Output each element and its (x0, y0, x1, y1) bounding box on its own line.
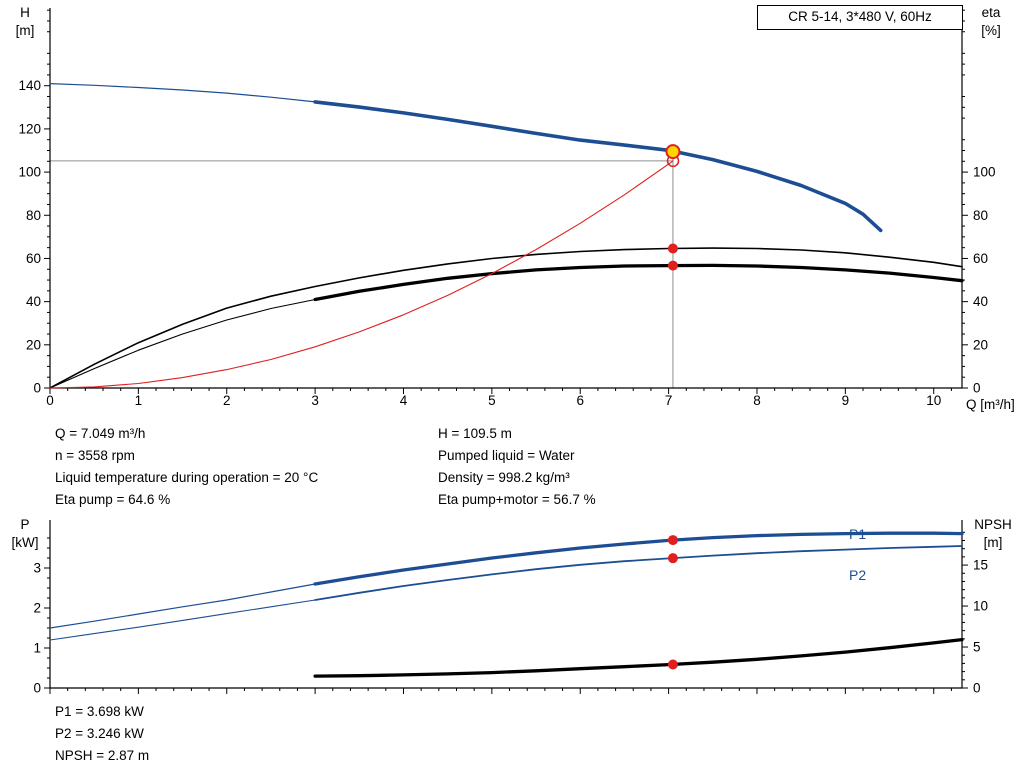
result-speed: n = 3558 rpm (55, 448, 135, 463)
p2-curve (314, 545, 963, 601)
svg-text:60: 60 (26, 251, 41, 266)
eta-pump-motor-curve (313, 263, 964, 302)
result-density: Density = 998.2 kg/m³ (438, 470, 570, 485)
svg-text:3: 3 (311, 393, 319, 408)
svg-text:120: 120 (18, 121, 41, 136)
p2-curve (49, 599, 316, 641)
axis-frame (49, 520, 963, 689)
eta-axis-symbol: eta (981, 5, 1001, 20)
svg-text:100: 100 (18, 165, 41, 180)
svg-text:0: 0 (973, 681, 981, 696)
p1-curve (49, 583, 316, 629)
duty-point-marker[interactable] (665, 144, 681, 160)
reduced-speed-curve-curve (49, 160, 674, 389)
axis-tick-labels: 0 1 2 3 0 5 10 15 (33, 558, 988, 696)
eta-axis-title: eta [%] (966, 4, 1016, 40)
result-p1: P1 = 3.698 kW (55, 704, 144, 719)
npsh-curve (313, 637, 964, 678)
axis-frame (49, 8, 963, 389)
p1-point-marker (667, 535, 678, 546)
pump-model-box: CR 5-14, 3*480 V, 60Hz (757, 5, 963, 30)
svg-text:7: 7 (665, 393, 673, 408)
svg-text:5: 5 (973, 640, 981, 655)
svg-text:10: 10 (926, 393, 941, 408)
npsh-point-marker (667, 659, 678, 670)
svg-text:9: 9 (842, 393, 850, 408)
q-axis-title: Q [m³/h] (966, 397, 1015, 412)
eta-pump-motor-point-marker (667, 260, 678, 271)
p1-curve-label: P1 (849, 526, 867, 542)
axis-ticks (44, 9, 968, 394)
eta-pump-point-marker (667, 243, 678, 254)
svg-text:0: 0 (33, 381, 41, 396)
result-liquid-temperature: Liquid temperature during operation = 20… (55, 470, 319, 485)
svg-text:2: 2 (33, 601, 41, 616)
result-eta-pump: Eta pump = 64.6 % (55, 492, 171, 507)
npsh-axis-unit: [m] (983, 535, 1003, 550)
svg-text:0: 0 (33, 681, 41, 696)
svg-text:140: 140 (18, 78, 41, 93)
svg-text:4: 4 (400, 393, 408, 408)
svg-text:2: 2 (223, 393, 231, 408)
svg-text:80: 80 (973, 208, 988, 223)
svg-text:10: 10 (973, 599, 988, 614)
result-flow: Q = 7.049 m³/h (55, 426, 146, 441)
svg-text:1: 1 (135, 393, 143, 408)
result-p2: P2 = 3.246 kW (55, 726, 144, 741)
npsh-axis-symbol: NPSH (974, 517, 1012, 532)
p2-point-marker (667, 553, 678, 564)
svg-text:20: 20 (973, 337, 988, 352)
p1-curve (313, 531, 964, 586)
svg-text:60: 60 (973, 251, 988, 266)
power-npsh-chart[interactable]: 0 1 2 3 0 5 10 15 (0, 518, 1024, 698)
axis-ticks (44, 531, 968, 694)
duty-results-right: H = 109.5 m Pumped liquid = Water Densit… (438, 423, 596, 511)
p-axis-title: P [kW] (2, 516, 48, 552)
p2-curve-label: P2 (849, 567, 867, 583)
svg-text:80: 80 (26, 208, 41, 223)
h-axis-title: H [m] (2, 4, 48, 40)
h-curve (313, 100, 883, 233)
h-curve (49, 83, 316, 103)
power-results: P1 = 3.698 kW P2 = 3.246 kW NPSH = 2.87 … (55, 701, 149, 767)
duty-crosshair (50, 151, 674, 388)
result-pumped-liquid: Pumped liquid = Water (438, 448, 575, 463)
qh-eta-chart[interactable]: 0 1 2 3 4 5 6 7 8 9 100204060801001201400204060801… (0, 0, 1024, 418)
svg-text:40: 40 (973, 294, 988, 309)
result-npsh: NPSH = 2.87 m (55, 748, 150, 763)
duty-results-left: Q = 7.049 m³/h n = 3558 rpm Liquid tempe… (55, 423, 318, 511)
result-eta-pump-motor: Eta pump+motor = 56.7 % (438, 492, 596, 507)
svg-text:15: 15 (973, 558, 988, 573)
h-axis-unit: [m] (15, 23, 35, 38)
svg-text:5: 5 (488, 393, 496, 408)
svg-text:0: 0 (46, 393, 54, 408)
svg-text:1: 1 (33, 641, 41, 656)
eta-pump-curve (49, 247, 963, 389)
h-axis-symbol: H (20, 5, 30, 20)
svg-text:6: 6 (576, 393, 584, 408)
svg-text:0: 0 (973, 381, 981, 396)
svg-text:8: 8 (753, 393, 761, 408)
svg-text:40: 40 (26, 294, 41, 309)
eta-pump-motor-curve (49, 298, 316, 389)
svg-text:3: 3 (33, 561, 41, 576)
npsh-axis-title: NPSH [m] (962, 516, 1024, 552)
svg-text:100: 100 (973, 165, 996, 180)
p-axis-symbol: P (20, 517, 30, 532)
result-head: H = 109.5 m (438, 426, 512, 441)
eta-axis-unit: [%] (981, 23, 1001, 38)
axis-tick-labels: 0 1 2 3 4 5 6 7 8 9 100204060801001201400204060801… (18, 78, 995, 408)
svg-text:20: 20 (26, 337, 41, 352)
p-axis-unit: [kW] (11, 535, 39, 550)
